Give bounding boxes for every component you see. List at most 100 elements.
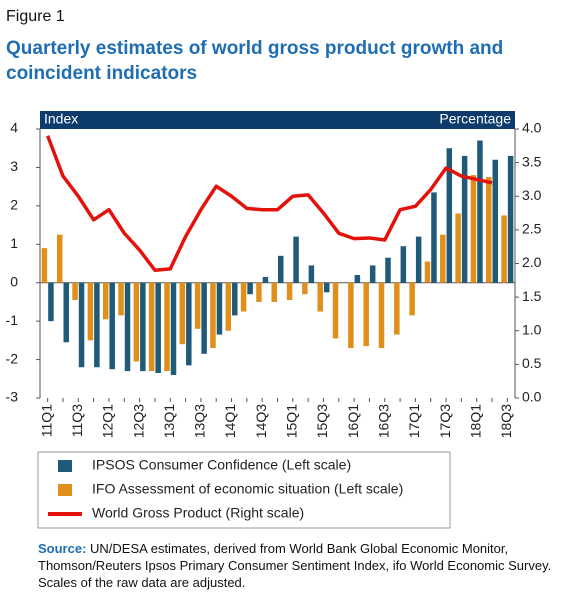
legend-box bbox=[37, 451, 451, 529]
bar bbox=[179, 282, 186, 345]
x-tick-label: 13Q1 bbox=[161, 404, 177, 438]
y-tick-label: 0 bbox=[10, 273, 18, 289]
x-tick-label: 12Q3 bbox=[130, 404, 146, 438]
x-tick-label: 16Q3 bbox=[375, 404, 391, 438]
bar bbox=[41, 248, 48, 283]
bar bbox=[94, 282, 100, 368]
bar bbox=[440, 234, 446, 283]
x-tick-label: 18Q3 bbox=[498, 404, 514, 438]
bar bbox=[232, 282, 238, 316]
bar bbox=[78, 282, 85, 368]
x-tick-label: 14Q1 bbox=[222, 404, 238, 438]
bar bbox=[354, 275, 361, 283]
bar bbox=[124, 282, 131, 372]
header-bar bbox=[40, 111, 515, 129]
bar bbox=[118, 282, 124, 316]
bar bbox=[492, 159, 499, 283]
bar bbox=[271, 282, 277, 302]
bar bbox=[446, 148, 453, 283]
bar bbox=[216, 282, 223, 335]
bar bbox=[302, 282, 308, 295]
bar bbox=[201, 282, 207, 354]
x-tick-label: 15Q1 bbox=[284, 404, 300, 438]
chart-title: Quarterly estimates of world gross produ… bbox=[6, 38, 504, 84]
y2-tick-label: 0.5 bbox=[522, 355, 542, 371]
bar bbox=[63, 282, 69, 343]
x-tick-label: 11Q3 bbox=[69, 404, 85, 437]
bar bbox=[194, 282, 201, 329]
y-tick-label: 1 bbox=[10, 235, 18, 251]
bar bbox=[400, 246, 407, 283]
bar bbox=[240, 282, 247, 312]
bar bbox=[470, 175, 477, 283]
bar bbox=[109, 282, 115, 370]
bar bbox=[385, 257, 391, 283]
legend-swatch bbox=[58, 460, 72, 472]
source-text: UN/DESA estimates, derived from World Ba… bbox=[38, 541, 552, 590]
x-tick-label: 12Q1 bbox=[100, 404, 116, 438]
bar bbox=[293, 236, 299, 283]
bar bbox=[148, 282, 155, 372]
y2-tick-label: 1.0 bbox=[522, 321, 542, 337]
y-axis-label: Index bbox=[44, 111, 78, 127]
bar bbox=[286, 282, 293, 301]
legend-swatch bbox=[58, 484, 72, 496]
bar bbox=[394, 282, 400, 335]
bar bbox=[332, 282, 339, 339]
y-tick-label: -2 bbox=[6, 350, 19, 366]
bar bbox=[256, 282, 262, 302]
y2-axis-label: Percentage bbox=[439, 111, 511, 127]
bar bbox=[501, 215, 507, 283]
figure-label: Figure 1 bbox=[6, 8, 65, 25]
y2-tick-label: 2.0 bbox=[522, 254, 542, 270]
bar bbox=[155, 282, 161, 374]
legend-label: IPSOS Consumer Confidence (Left scale) bbox=[92, 457, 351, 473]
bar bbox=[486, 177, 492, 283]
bar bbox=[140, 282, 146, 372]
x-tick-label: 14Q3 bbox=[253, 404, 269, 438]
bar bbox=[170, 282, 177, 375]
bar bbox=[48, 282, 54, 322]
bar bbox=[431, 192, 437, 283]
line bbox=[46, 135, 493, 272]
x-tick-label: 18Q1 bbox=[467, 404, 483, 438]
y2-tick-label: 1.5 bbox=[522, 288, 542, 304]
y-tick-label: 3 bbox=[10, 158, 18, 174]
y2-tick-label: 3.5 bbox=[522, 153, 542, 169]
bar bbox=[102, 282, 109, 320]
y-tick-label: 2 bbox=[10, 197, 18, 213]
bar bbox=[186, 282, 192, 366]
bar bbox=[247, 282, 253, 295]
bar bbox=[378, 282, 385, 349]
bar bbox=[363, 282, 369, 347]
bar bbox=[210, 282, 216, 349]
bar bbox=[308, 265, 315, 283]
bar bbox=[278, 255, 284, 283]
x-tick-label: 17Q1 bbox=[406, 404, 422, 438]
bar bbox=[133, 282, 140, 362]
y2-tick-label: 2.5 bbox=[522, 221, 542, 237]
bar bbox=[56, 234, 63, 283]
bar bbox=[87, 282, 94, 341]
bar bbox=[409, 282, 415, 316]
y-tick-label: -3 bbox=[6, 389, 19, 405]
bar bbox=[369, 265, 376, 283]
bar bbox=[415, 236, 422, 283]
y2-tick-label: 3.0 bbox=[522, 187, 542, 203]
y2-tick-label: 0.0 bbox=[522, 389, 542, 405]
bar bbox=[262, 276, 269, 283]
bar bbox=[461, 155, 468, 283]
legend-label: IFO Assessment of economic situation (Le… bbox=[92, 481, 403, 497]
bar bbox=[317, 282, 323, 312]
bar bbox=[225, 282, 232, 331]
bar bbox=[424, 261, 431, 283]
bar bbox=[507, 155, 514, 283]
bar bbox=[455, 213, 461, 283]
bar bbox=[348, 282, 354, 349]
bar bbox=[164, 282, 170, 372]
x-tick-label: 13Q3 bbox=[192, 404, 208, 438]
bar bbox=[72, 282, 78, 301]
bar bbox=[477, 140, 483, 283]
x-tick-label: 16Q1 bbox=[345, 404, 361, 438]
y-tick-label: 4 bbox=[10, 120, 18, 136]
